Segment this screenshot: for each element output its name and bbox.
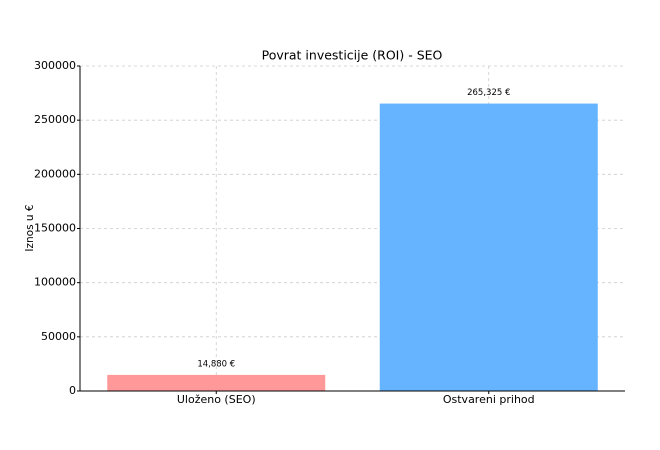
value-label: 14,880 € (197, 359, 235, 369)
x-tick-label: Uloženo (SEO) (177, 393, 256, 406)
bar (107, 374, 326, 391)
y-tick-label: 50000 (41, 330, 76, 343)
y-tick-label: 300000 (34, 59, 76, 72)
y-tick-label: 250000 (34, 113, 76, 126)
y-tick-label: 200000 (34, 167, 76, 180)
y-tick-label: 150000 (34, 222, 76, 235)
bar (379, 103, 598, 392)
chart-title: Povrat investicije (ROI) - SEO (262, 48, 443, 63)
value-label: 265,325 € (467, 88, 510, 98)
y-axis-label: Iznos u € (24, 204, 36, 251)
y-tick-label: 0 (69, 384, 76, 397)
y-tick-label: 100000 (34, 276, 76, 289)
x-tick-label: Ostvareni prihod (443, 393, 535, 406)
